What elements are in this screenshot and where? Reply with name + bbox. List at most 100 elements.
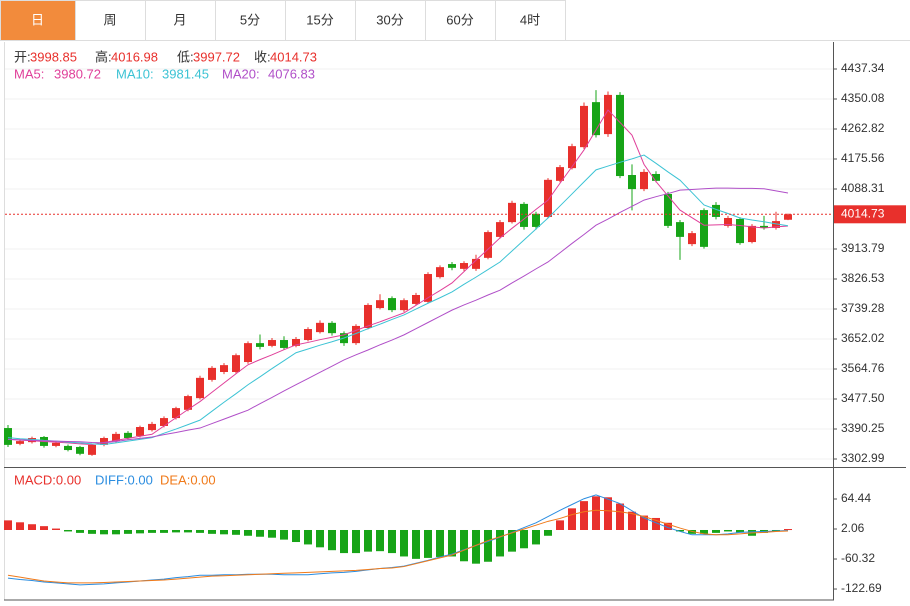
candle-body bbox=[448, 264, 456, 268]
candle-body bbox=[268, 340, 276, 346]
macd-bar bbox=[448, 529, 456, 557]
y-tick-label: 4350.08 bbox=[841, 91, 885, 105]
tab-label[interactable]: 周 bbox=[103, 12, 116, 27]
macd-bar bbox=[76, 529, 84, 533]
tab-label[interactable]: 月 bbox=[173, 12, 186, 27]
macd-line bbox=[7, 509, 789, 584]
macd-bar bbox=[544, 529, 552, 536]
candle-body bbox=[88, 444, 96, 455]
macd-bar bbox=[652, 517, 660, 530]
candle-body bbox=[640, 171, 648, 190]
y-tick-label: 3739.28 bbox=[841, 301, 885, 315]
y-tick-label: -60.32 bbox=[841, 551, 875, 565]
macd-bar bbox=[604, 497, 612, 530]
candle-body bbox=[520, 203, 528, 227]
macd-bar bbox=[28, 524, 36, 530]
tab-label[interactable]: 15分 bbox=[306, 12, 333, 27]
y-tick-label: 3302.99 bbox=[841, 451, 885, 465]
macd-bar bbox=[532, 529, 540, 545]
tab-label[interactable]: 30分 bbox=[376, 12, 403, 27]
y-tick-label: 4175.56 bbox=[841, 151, 885, 165]
ohlc-value: 3997.72 bbox=[193, 49, 240, 64]
macd-bar bbox=[400, 529, 408, 557]
macd-legend: DEA:0.00 bbox=[160, 472, 216, 487]
tab[interactable] bbox=[425, 0, 496, 41]
y-tick-label: 2.06 bbox=[841, 521, 865, 535]
candle-body bbox=[616, 94, 624, 177]
macd-bar bbox=[628, 511, 636, 530]
macd-bar bbox=[388, 529, 396, 554]
macd-bar bbox=[232, 529, 240, 535]
candle-body bbox=[508, 202, 516, 223]
last-price-label: 4014.73 bbox=[841, 206, 885, 220]
candle-body bbox=[76, 446, 84, 454]
macd-bar bbox=[16, 522, 24, 530]
macd-bar bbox=[460, 529, 468, 562]
candle-body bbox=[748, 225, 756, 243]
macd-bar bbox=[364, 529, 372, 552]
macd-bar bbox=[268, 529, 276, 538]
candle-body bbox=[100, 438, 108, 445]
candle-body bbox=[136, 427, 144, 436]
ma-legend-name: MA10: bbox=[116, 66, 154, 81]
macd-bar bbox=[208, 529, 216, 534]
macd-bar bbox=[160, 529, 168, 533]
macd-bar bbox=[280, 529, 288, 540]
candle-body bbox=[400, 300, 408, 311]
ohlc-label: 收: bbox=[254, 49, 271, 64]
y-tick-label: 3477.50 bbox=[841, 391, 885, 405]
macd-bar bbox=[340, 529, 348, 554]
macd-bar bbox=[640, 515, 648, 530]
ma-legend-value: 4076.83 bbox=[268, 66, 315, 81]
macd-bar bbox=[316, 529, 324, 548]
macd-bar bbox=[40, 526, 48, 530]
tab[interactable] bbox=[145, 0, 216, 41]
macd-bar bbox=[580, 501, 588, 530]
tab[interactable] bbox=[75, 0, 146, 41]
macd-bar bbox=[244, 529, 252, 536]
candle-body bbox=[16, 441, 24, 444]
candle-body bbox=[244, 343, 252, 363]
macd-bar bbox=[112, 529, 120, 535]
y-tick-label: 4262.82 bbox=[841, 121, 885, 135]
ohlc-value: 4016.98 bbox=[111, 49, 158, 64]
macd-legend: DIFF:0.00 bbox=[95, 472, 153, 487]
candle-body bbox=[760, 225, 768, 228]
ohlc-label: 低: bbox=[177, 49, 194, 64]
tab-label[interactable]: 4时 bbox=[520, 12, 540, 27]
macd-bar bbox=[196, 529, 204, 533]
tab-label[interactable]: 5分 bbox=[240, 12, 260, 27]
tab[interactable] bbox=[285, 0, 356, 41]
macd-bar bbox=[412, 529, 420, 559]
macd-legend: MACD:0.00 bbox=[14, 472, 81, 487]
y-tick-label: 3826.53 bbox=[841, 271, 885, 285]
candle-body bbox=[424, 274, 432, 302]
macd-bar bbox=[520, 529, 528, 549]
ma-legend-value: 3980.72 bbox=[54, 66, 101, 81]
macd-bar bbox=[64, 529, 72, 532]
ma-legend-name: MA5: bbox=[14, 66, 44, 81]
macd-bar bbox=[616, 503, 624, 530]
candle-body bbox=[736, 219, 744, 244]
macd-bar bbox=[424, 529, 432, 558]
candle-body bbox=[64, 445, 72, 451]
candle-body bbox=[376, 300, 384, 309]
macd-bar bbox=[4, 520, 12, 530]
macd-bar bbox=[172, 529, 180, 533]
macd-bar bbox=[736, 529, 744, 533]
tab-label[interactable]: 日 bbox=[31, 12, 44, 27]
candle-body bbox=[556, 167, 564, 181]
tab[interactable] bbox=[495, 0, 566, 41]
macd-bar bbox=[472, 529, 480, 564]
candle-body bbox=[436, 267, 444, 278]
candle-body bbox=[124, 432, 132, 439]
macd-bar bbox=[496, 529, 504, 557]
candle-body bbox=[700, 210, 708, 247]
macd-bar bbox=[52, 528, 60, 530]
tab[interactable] bbox=[0, 0, 76, 41]
macd-bar bbox=[712, 529, 720, 533]
candle-body bbox=[328, 322, 336, 334]
tab-label[interactable]: 60分 bbox=[446, 12, 473, 27]
macd-bar bbox=[136, 529, 144, 534]
candle-body bbox=[724, 217, 732, 226]
